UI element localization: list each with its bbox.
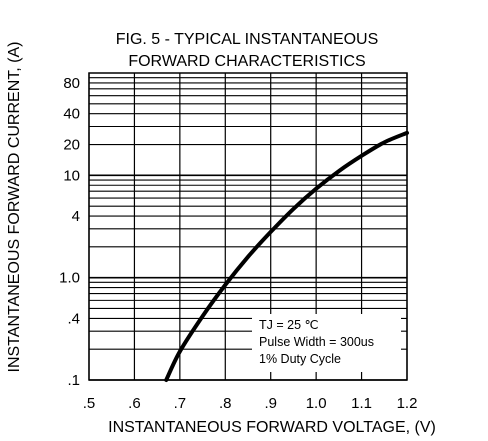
- x-tick-label: .5: [83, 395, 96, 412]
- x-tick-label: .7: [174, 395, 187, 412]
- y-tick-label: 4: [72, 208, 80, 225]
- y-tick-label: 1.0: [59, 270, 80, 287]
- annotation-duty-cycle: 1% Duty Cycle: [259, 352, 341, 366]
- annotation-box: [252, 314, 401, 372]
- x-tick-label: 1.2: [397, 395, 418, 412]
- x-tick-label: 1.1: [351, 395, 372, 412]
- y-tick-labels: .1 .4 1.0 4 10 20 40 80: [59, 75, 80, 389]
- x-tick-label: 1.0: [306, 395, 327, 412]
- y-tick-label: .1: [67, 372, 80, 389]
- y-tick-label: 10: [63, 167, 80, 184]
- x-tick-labels: .5 .6 .7 .8 .9 1.0 1.1 1.2: [83, 395, 418, 412]
- x-tick-label: .8: [219, 395, 232, 412]
- x-axis-label: INSTANTANEOUS FORWARD VOLTAGE, (V): [108, 419, 436, 436]
- series-line: [164, 130, 409, 382]
- y-axis-label: INSTANTANEOUS FORWARD CURRENT, (A): [6, 42, 23, 373]
- grid-lines: [88, 73, 408, 381]
- y-tick-label: .4: [67, 310, 80, 327]
- annotation-pulse-width: Pulse Width = 300us: [259, 335, 374, 349]
- chart-title-line-1: FIG. 5 - TYPICAL INSTANTANEOUS: [116, 31, 379, 48]
- annotation-temperature: TJ = 25 ℃: [259, 318, 319, 332]
- x-tick-label: .9: [264, 395, 277, 412]
- x-tick-label: .6: [128, 395, 141, 412]
- plot-frame: [88, 72, 408, 381]
- chart-title-line-2: FORWARD CHARACTERISTICS: [128, 53, 365, 70]
- y-tick-label: 40: [63, 106, 80, 123]
- y-tick-label: 80: [63, 75, 80, 92]
- y-tick-label: 20: [63, 137, 80, 154]
